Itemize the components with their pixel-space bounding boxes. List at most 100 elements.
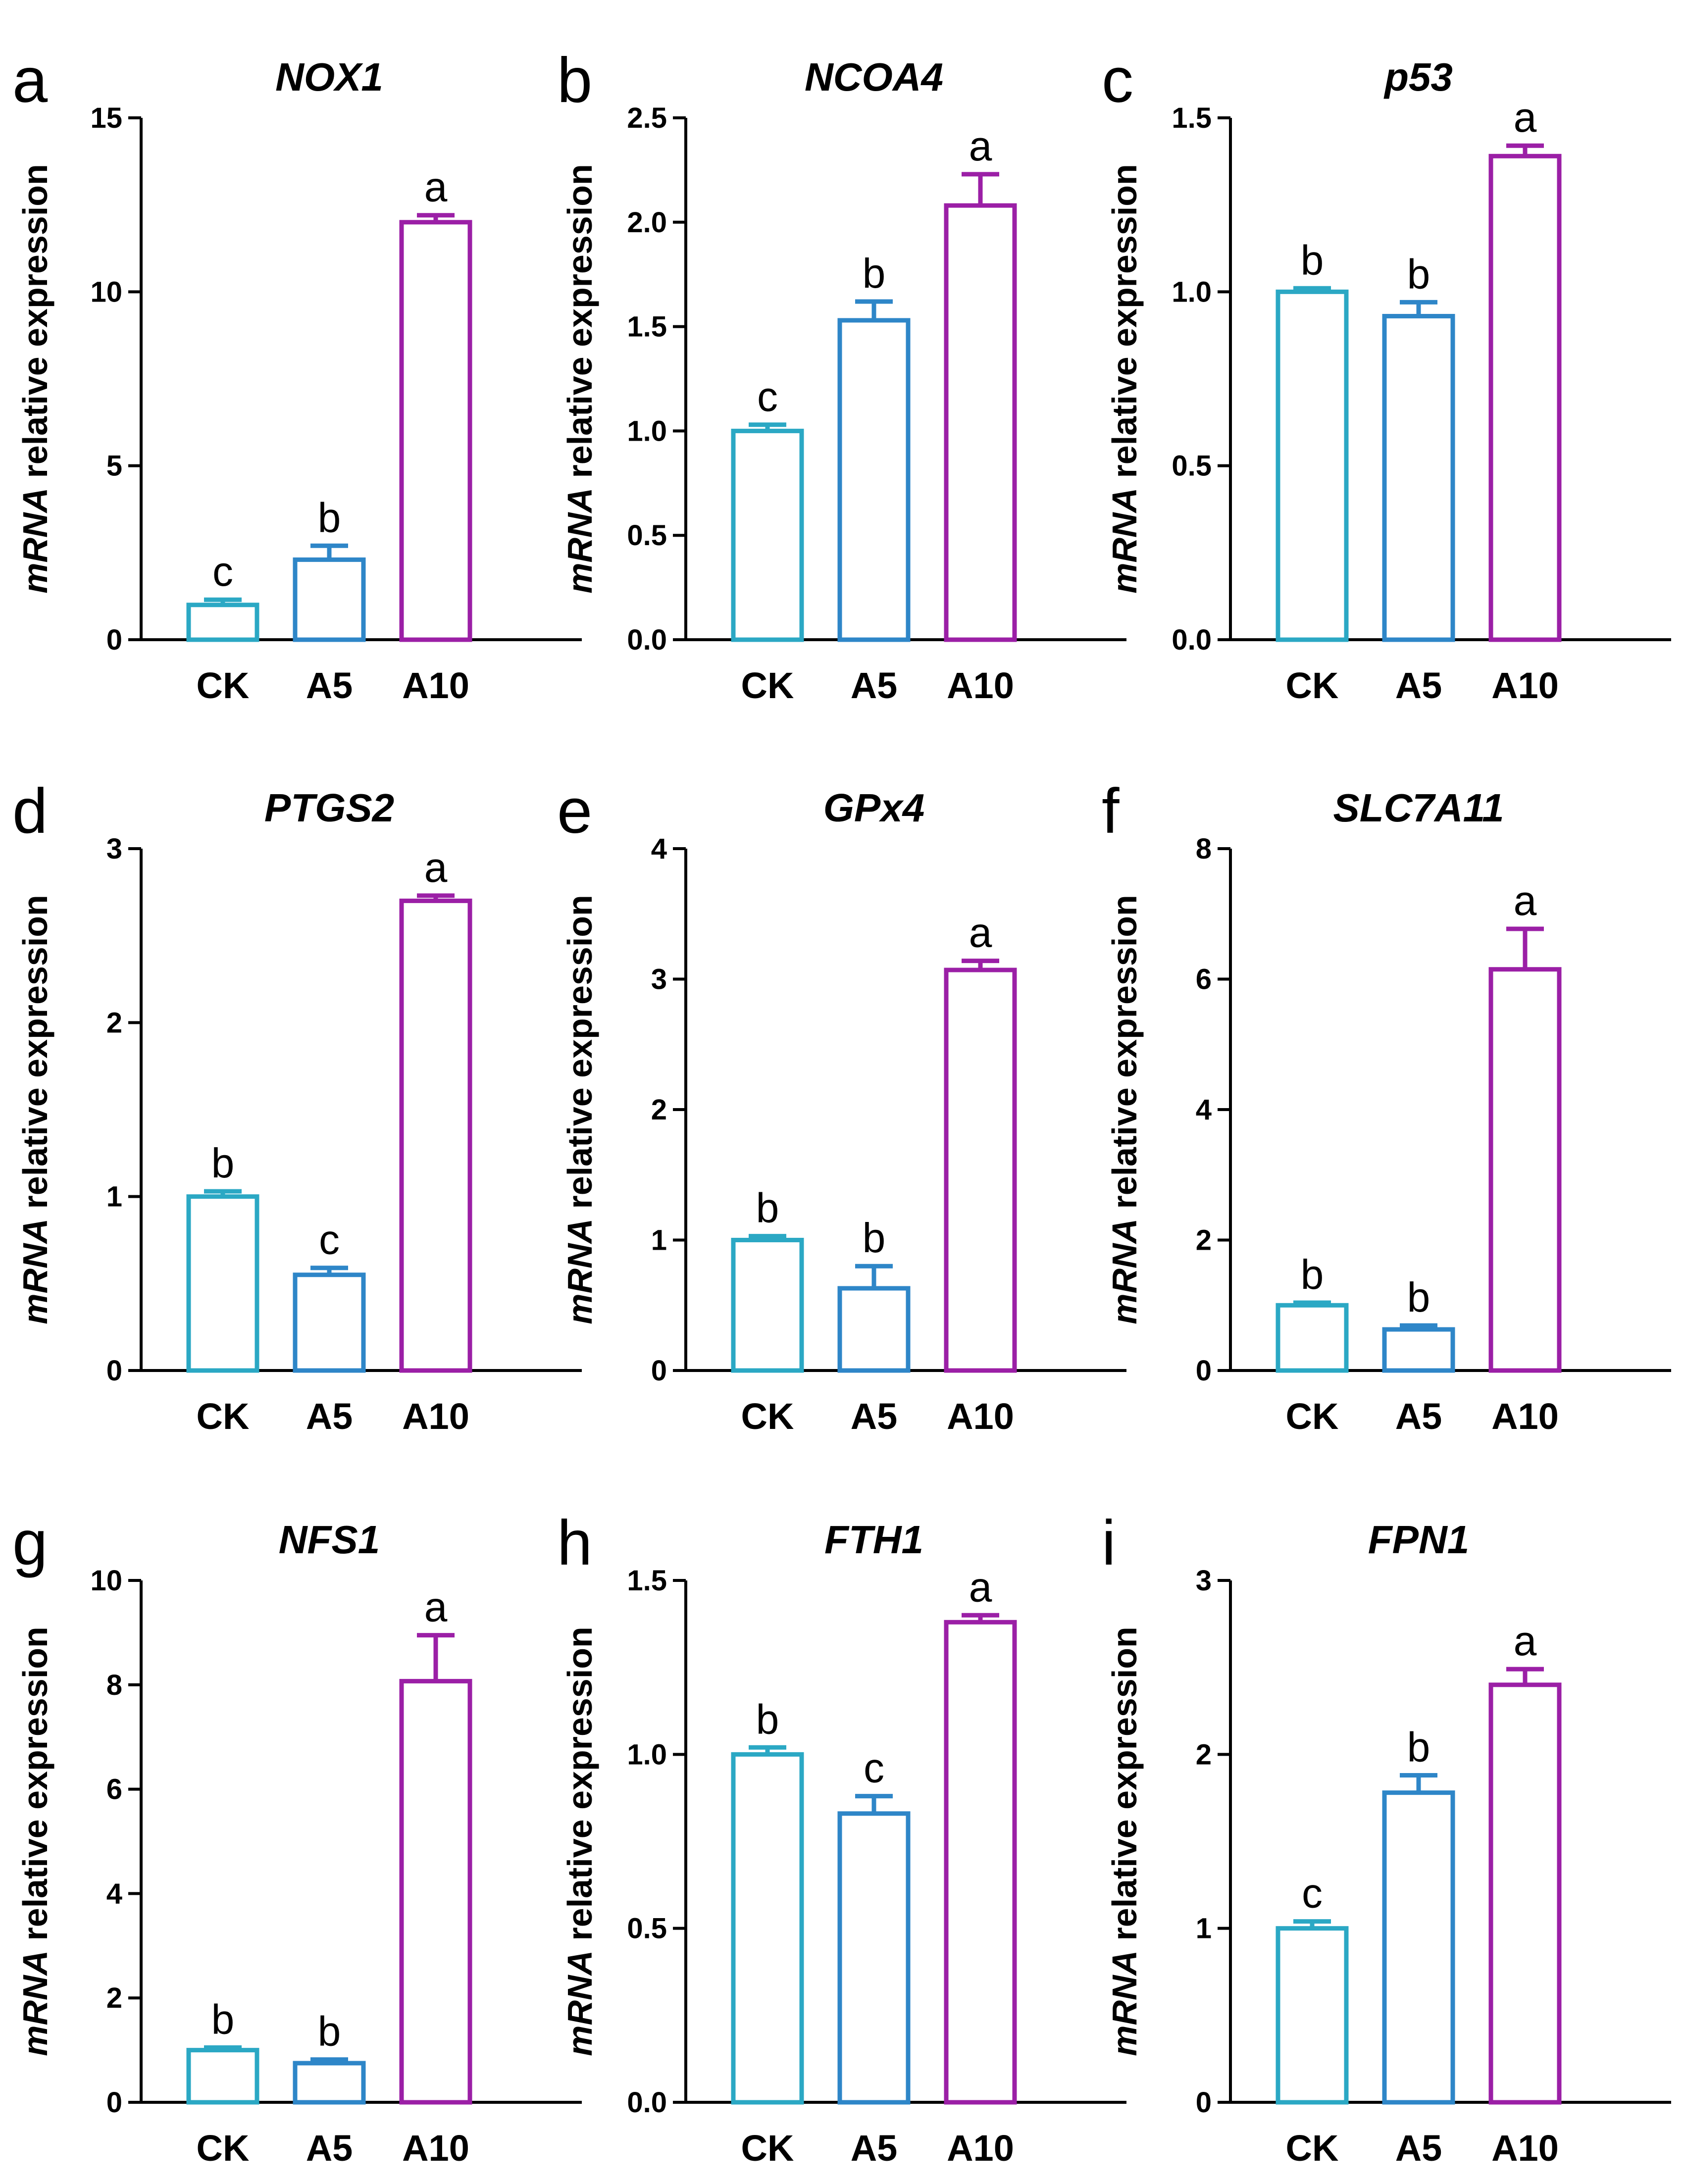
y-tick-label: 0.0 (627, 2086, 667, 2119)
bar-ck (731, 1752, 804, 2105)
panel-letter: g (12, 1508, 48, 1578)
chart-panel-e: e GPx4 mRNA relative expression 0 1 2 3 4 b CK b A5… (557, 776, 1126, 1437)
y-axis-label: mRNA relative expression (16, 1626, 54, 2056)
y-axis-label: mRNA relative expression (561, 1626, 599, 2056)
chart-panel-g: g NFS1 mRNA relative expression 0 2 4 6 8 10 b CK b… (12, 1508, 582, 2169)
y-tick-label: 0 (1196, 1355, 1212, 1387)
bar-ck (1276, 289, 1349, 642)
y-tick-label: 1.0 (1172, 276, 1212, 308)
significance-letter: b (1301, 237, 1324, 283)
y-tick-label: 15 (90, 102, 122, 134)
chart-panel-h: h FTH1 mRNA relative expression 0.0 0.5 1.0 1.… (557, 1508, 1126, 2169)
chart-title: SLC7A11 (1333, 786, 1504, 830)
bar-a5 (837, 1811, 911, 2105)
x-category-label: A5 (851, 665, 898, 706)
x-category-label: A10 (947, 2128, 1014, 2169)
y-tick-label: 6 (106, 1774, 122, 1806)
significance-letter: c (319, 1217, 340, 1263)
y-axis-label-italic: mRNA (561, 488, 599, 594)
significance-letter: b (756, 1185, 779, 1231)
significance-letter: b (211, 1140, 235, 1186)
y-tick-label: 3 (1196, 1565, 1212, 1597)
significance-letter: b (211, 1996, 235, 2042)
y-tick-label: 0.0 (1172, 624, 1212, 656)
y-axis-label-text: relative expression (16, 164, 54, 488)
y-axis-label-text: relative expression (1105, 1626, 1144, 1950)
chart-panel-i: i FPN1 mRNA relative expression 0 1 2 3 c CK b A5 a… (1102, 1508, 1671, 2169)
bar-a5 (837, 1286, 911, 1373)
bar-a10 (399, 1678, 472, 2105)
chart-title: PTGS2 (264, 786, 394, 830)
y-axis-label-italic: mRNA (16, 1219, 54, 1324)
y-tick-label: 0 (106, 2086, 122, 2119)
y-axis-label: mRNA relative expression (1105, 895, 1144, 1324)
y-tick-label: 1.5 (627, 1565, 667, 1597)
y-tick-label: 2 (106, 1007, 122, 1039)
significance-letter: b (1407, 251, 1430, 297)
significance-letter: a (1514, 1618, 1537, 1664)
significance-letter: c (864, 1745, 884, 1791)
y-axis-label-italic: mRNA (16, 488, 54, 594)
bar-a10 (1488, 967, 1562, 1373)
significance-letter: b (756, 1696, 779, 1742)
y-tick-label: 2 (651, 1094, 667, 1126)
y-axis-label: mRNA relative expression (1105, 1626, 1144, 2056)
bar-a10 (1488, 1682, 1562, 2105)
significance-letter: b (318, 494, 341, 541)
y-axis-label-italic: mRNA (1105, 1950, 1144, 2056)
panel-letter: a (12, 45, 48, 116)
significance-letter: a (424, 844, 448, 891)
y-tick-label: 8 (106, 1669, 122, 1701)
y-tick-label: 1 (651, 1224, 667, 1257)
x-category-label: CK (1286, 1396, 1339, 1437)
y-tick-label: 3 (106, 833, 122, 865)
panel-letter: f (1102, 776, 1120, 847)
bar-a5 (837, 318, 911, 642)
significance-letter: a (424, 1584, 448, 1630)
y-tick-label: 2 (1196, 1224, 1212, 1257)
y-axis-label-text: relative expression (561, 164, 599, 488)
significance-letter: a (969, 910, 992, 956)
bar-a10 (399, 898, 472, 1373)
y-tick-label: 0.5 (1172, 450, 1212, 482)
panel-letter: d (12, 776, 48, 847)
significance-letter: b (863, 1215, 886, 1261)
significance-letter: a (1514, 94, 1537, 141)
panel-letter: i (1102, 1508, 1116, 1578)
y-tick-label: 8 (1196, 833, 1212, 865)
y-axis-label-italic: mRNA (1105, 488, 1144, 594)
chart-title: GPx4 (823, 786, 925, 830)
x-category-label: CK (1286, 2128, 1339, 2169)
x-category-label: CK (741, 2128, 794, 2169)
x-category-label: A10 (402, 665, 469, 706)
panel-letter: c (1102, 45, 1133, 116)
y-tick-label: 2.0 (627, 206, 667, 239)
bar-a10 (944, 967, 1017, 1373)
y-tick-label: 1.0 (627, 415, 667, 447)
y-tick-label: 0.5 (627, 519, 667, 552)
y-axis-label: mRNA relative expression (16, 164, 54, 594)
y-tick-label: 1.5 (1172, 102, 1212, 134)
y-tick-label: 3 (651, 964, 667, 996)
y-axis-label: mRNA relative expression (1105, 164, 1144, 594)
y-tick-label: 0 (106, 1355, 122, 1387)
x-category-label: CK (197, 1396, 250, 1437)
significance-letter: a (969, 123, 992, 169)
y-tick-label: 4 (1196, 1094, 1212, 1126)
significance-letter: a (969, 1564, 992, 1610)
y-axis-label-italic: mRNA (561, 1219, 599, 1324)
x-category-label: A5 (1395, 2128, 1442, 2169)
panel-letter: e (557, 776, 592, 847)
bar-a10 (944, 203, 1017, 642)
x-category-label: CK (741, 665, 794, 706)
y-axis-label: mRNA relative expression (561, 895, 599, 1324)
x-category-label: A10 (402, 2128, 469, 2169)
bar-a5 (1382, 1790, 1455, 2105)
y-tick-label: 0.0 (627, 624, 667, 656)
significance-letter: b (1407, 1724, 1430, 1770)
x-category-label: CK (1286, 665, 1339, 706)
bar-ck (186, 603, 259, 642)
chart-title: FPN1 (1368, 1518, 1470, 1562)
x-category-label: A10 (1491, 1396, 1559, 1437)
bar-ck (186, 1194, 259, 1373)
